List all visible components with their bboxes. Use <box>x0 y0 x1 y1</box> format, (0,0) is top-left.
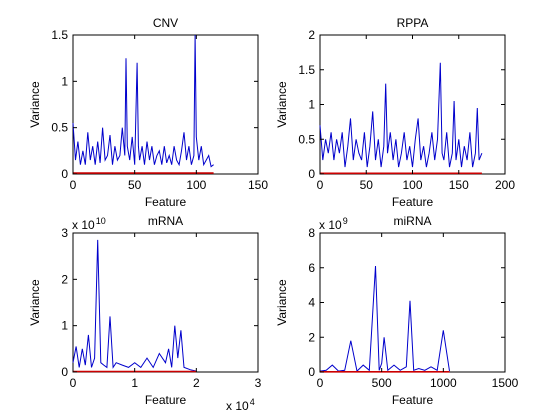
plot-area <box>319 34 506 175</box>
subplot-mrna: 0 1 2 3 0 1 2 3 mRNA Feature Variance x 1010 x 104 <box>28 214 262 413</box>
y-tick-label: 8 <box>308 226 315 240</box>
x-tick-label: 2 <box>193 376 200 390</box>
x-tick-label: 1 <box>131 376 138 390</box>
y-tick-label: 2 <box>61 272 68 286</box>
x-tick-label: 50 <box>128 178 142 192</box>
y-tick-label: 0.5 <box>298 132 315 146</box>
x-tick-label: 1500 <box>492 376 519 390</box>
x-tick-label: 50 <box>360 178 374 192</box>
x-tick-label: 150 <box>248 178 268 192</box>
plot-area <box>72 232 259 373</box>
x-axis-label: Feature <box>145 393 187 407</box>
chart-title: mRNA <box>148 214 183 228</box>
plot-area <box>72 34 259 175</box>
y-tick-label: 1 <box>61 74 68 88</box>
y-axis-label: Variance <box>275 81 289 128</box>
y-tick-label: 3 <box>61 226 68 240</box>
x-tick-label: 150 <box>449 178 469 192</box>
x-tick-label: 500 <box>372 376 392 390</box>
x-tick-label: 0 <box>70 178 77 192</box>
y-tick-label: 1.5 <box>51 28 68 42</box>
y-tick-label: 1.5 <box>298 63 315 77</box>
series-line-0 <box>72 239 197 372</box>
chart-title: CNV <box>153 16 178 30</box>
subplot-cnv: 0 50 100 150 0 0.5 1 1.5 CNV Feature Variance <box>28 16 268 209</box>
x-tick-label: 3 <box>255 376 262 390</box>
y-tick-label: 0.5 <box>51 121 68 135</box>
subplot-mirna: 0 500 1000 1500 0 2 4 6 8 miRNA Feature Variance x 1… <box>275 214 519 407</box>
y-tick-label: 2 <box>308 330 315 344</box>
y-axis-label: Variance <box>28 81 42 128</box>
series-line-0 <box>319 62 483 168</box>
x-tick-label: 200 <box>495 178 515 192</box>
series-line-0 <box>319 265 450 373</box>
chart-title: RPPA <box>397 16 429 30</box>
y-tick-label: 0 <box>308 365 315 379</box>
x-tick-label: 0 <box>317 376 324 390</box>
chart-title: miRNA <box>394 214 432 228</box>
x-tick-label: 0 <box>317 178 324 192</box>
x-exponent: x 104 <box>226 397 255 413</box>
y-tick-label: 0 <box>308 167 315 181</box>
y-tick-label: 4 <box>308 296 315 310</box>
y-tick-label: 0 <box>61 167 68 181</box>
y-tick-label: 0 <box>61 365 68 379</box>
subplot-rppa: 0 50 100 150 200 0 0.5 1 1.5 2 RPPA Feature Variance <box>275 16 515 209</box>
x-tick-label: 1000 <box>430 376 457 390</box>
y-axis-label: Variance <box>275 279 289 326</box>
y-tick-label: 1 <box>61 319 68 333</box>
x-tick-label: 100 <box>402 178 422 192</box>
x-tick-label: 0 <box>70 376 77 390</box>
series-line-0 <box>72 34 214 168</box>
y-exponent: x 109 <box>319 216 348 232</box>
x-axis-label: Feature <box>392 195 434 209</box>
y-tick-label: 2 <box>308 28 315 42</box>
x-tick-label: 100 <box>186 178 206 192</box>
y-tick-label: 1 <box>308 98 315 112</box>
x-axis-label: Feature <box>145 195 187 209</box>
y-axis-label: Variance <box>28 279 42 326</box>
x-axis-label: Feature <box>392 393 434 407</box>
y-exponent: x 1010 <box>72 216 106 232</box>
y-tick-label: 6 <box>308 261 315 275</box>
